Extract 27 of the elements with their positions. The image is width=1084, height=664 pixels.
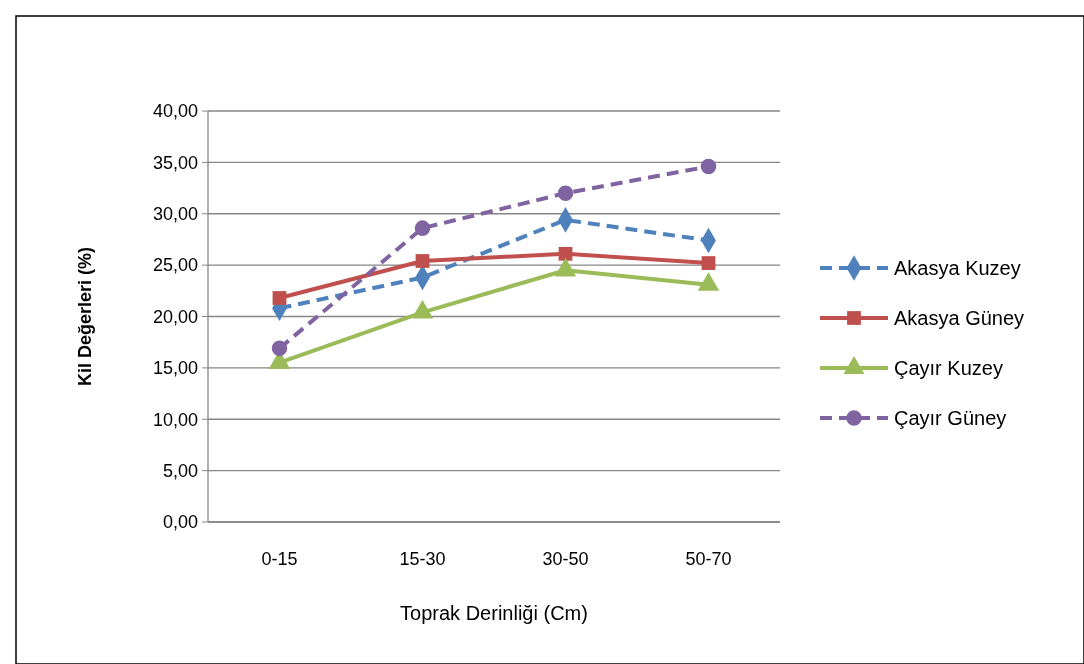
y-tick-label: 10,00 xyxy=(152,409,198,430)
point xyxy=(557,185,574,201)
point xyxy=(272,291,287,305)
y-axis-title: Kil Değerleri (%) xyxy=(75,246,95,387)
point xyxy=(700,158,717,175)
point xyxy=(271,340,288,357)
y-tick-label: 5,00 xyxy=(162,460,198,481)
x-tick-label: 50-70 xyxy=(685,549,732,569)
x-axis-title: Toprak Derinliği (Cm) xyxy=(400,602,588,624)
x-tick-label: 15-30 xyxy=(399,549,446,569)
y-tick-label: 30,00 xyxy=(152,204,198,225)
legend-label: Akasya Güney xyxy=(894,307,1025,329)
legend-label: Çayır Güney xyxy=(894,407,1007,429)
legend-label: Çayır Kuzey xyxy=(894,357,1003,379)
y-tick-label: 15,00 xyxy=(152,358,198,379)
legend-label: Akasya Kuzey xyxy=(894,257,1021,279)
x-tick-label: 0-15 xyxy=(261,549,298,569)
point xyxy=(414,220,431,236)
y-tick-label: 20,00 xyxy=(152,306,198,327)
point xyxy=(701,256,716,270)
point xyxy=(558,246,573,261)
y-tick-label: 25,00 xyxy=(152,255,198,276)
x-tick-label: 30-50 xyxy=(542,549,589,569)
y-tick-label: 35,00 xyxy=(152,152,198,173)
y-tick-label: 0,00 xyxy=(162,512,198,533)
y-tick-label: 40,00 xyxy=(152,101,198,122)
point xyxy=(415,254,430,268)
